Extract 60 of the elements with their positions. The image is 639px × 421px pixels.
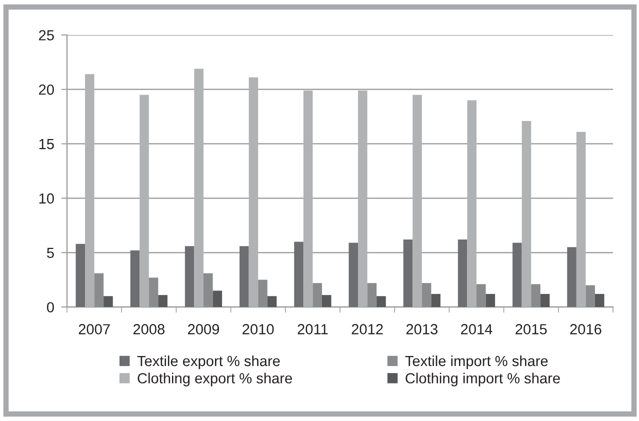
bar [240,246,249,307]
bar [376,296,386,307]
bar [540,294,550,307]
bar [94,273,104,307]
x-tick-label: 2012 [352,324,383,334]
bar [348,242,358,307]
bar [367,283,377,307]
bar [586,285,595,307]
y-tick-label: 15 [39,139,54,150]
bar [403,240,413,307]
y-tick-label: 25 [39,30,54,40]
x-tick-label: 2015 [516,324,547,334]
bar [486,294,496,307]
x-tick-label: 2010 [242,324,274,334]
bar [204,273,213,307]
bar [258,280,268,307]
bar [194,68,204,307]
bar [294,242,304,307]
bar [322,295,332,307]
legend-label: Textile import % share [405,355,548,370]
bar [76,244,86,307]
x-tick-label: 2011 [298,324,328,334]
bar [267,296,277,307]
bar [476,284,486,307]
x-tick-label: 2013 [406,324,438,334]
x-tick-label: 2009 [188,324,220,334]
legend-label: Clothing export % share [138,372,292,386]
bar [212,290,222,307]
bar [158,295,168,307]
bar [248,77,258,307]
bar [431,294,440,307]
bar [358,90,368,307]
y-tick-label: 20 [39,84,54,95]
bar [512,242,522,307]
legend-label: Textile export % share [137,355,280,370]
y-tick-label: 0 [46,302,54,312]
bar [531,284,540,307]
bar [148,278,158,307]
bar [422,283,432,307]
legend-label: Clothing import % share [406,372,560,386]
y-tick-label: 5 [46,248,54,258]
x-tick-label: 2008 [133,324,164,334]
bar [184,246,194,307]
bar [140,94,149,307]
bar [412,94,422,307]
y-tick-label: 10 [39,193,54,204]
bar [458,240,468,307]
bar [85,74,94,307]
bar [522,120,532,307]
bar [104,296,113,307]
bar [576,132,586,307]
bar [594,294,604,307]
bar [303,90,313,307]
bar [130,250,140,307]
x-tick-label: 2016 [570,324,602,334]
bar [567,247,576,307]
bar [312,283,322,307]
x-tick-label: 2007 [78,324,110,334]
x-tick-label: 2014 [461,324,492,334]
bar [467,100,476,307]
